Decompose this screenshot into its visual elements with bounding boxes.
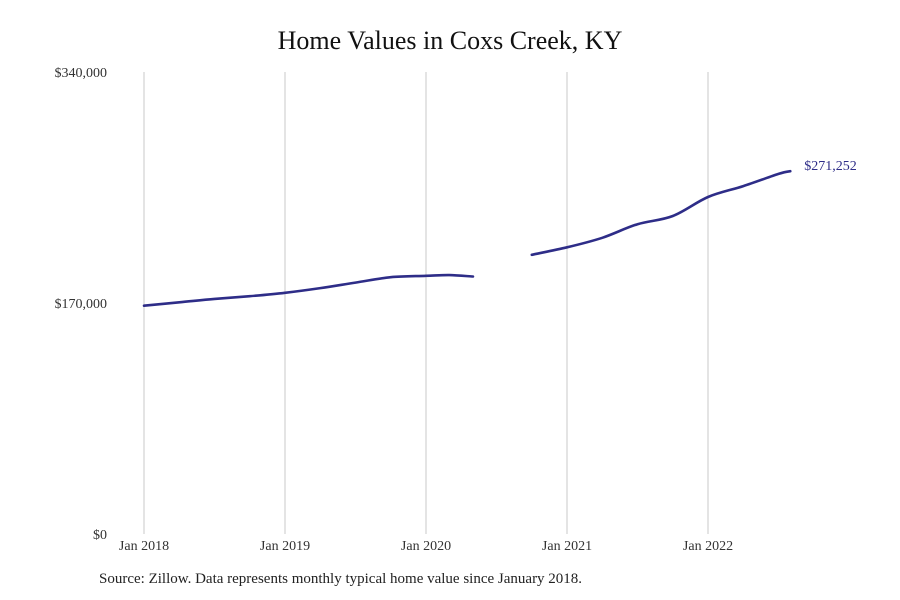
gridlines <box>143 72 709 534</box>
chart-title: Home Values in Coxs Creek, KY <box>277 26 623 55</box>
y-tick-label: $170,000 <box>55 297 108 312</box>
x-axis: Jan 2018 Jan 2019 Jan 2020 Jan 2021 Jan 2022 <box>119 539 733 554</box>
x-tick-label: Jan 2021 <box>542 539 592 554</box>
end-value-label: $271,252 <box>804 159 857 174</box>
y-tick-label: $340,000 <box>55 66 108 81</box>
series-line-segment <box>530 169 792 257</box>
series-home-value <box>142 169 792 307</box>
x-tick-label: Jan 2019 <box>260 539 310 554</box>
x-tick-label: Jan 2020 <box>401 539 451 554</box>
annotations: $271,252 <box>804 159 857 174</box>
source-note: Source: Zillow. Data represents monthly … <box>99 571 583 587</box>
x-tick-label: Jan 2022 <box>683 539 733 554</box>
y-axis: $0 $170,000 $340,000 <box>55 66 108 543</box>
series-line-segment <box>142 273 475 307</box>
x-tick-label: Jan 2018 <box>119 539 169 554</box>
y-tick-label: $0 <box>93 528 107 543</box>
